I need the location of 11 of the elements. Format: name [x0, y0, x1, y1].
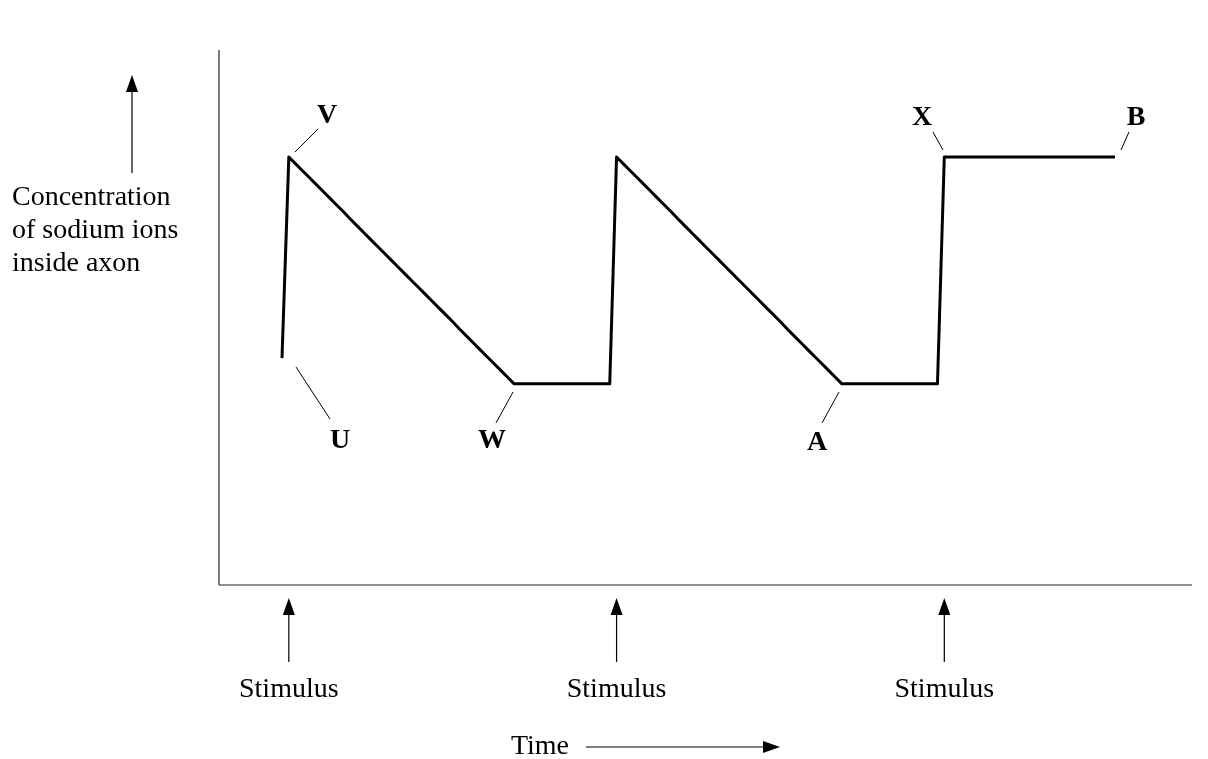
- annotation: A: [806, 425, 828, 456]
- x-tick-label: Stimulus: [566, 672, 667, 703]
- x-tick-label: Stimulus: [239, 672, 339, 703]
- text: X: [911, 100, 933, 131]
- text: B: [1126, 100, 1146, 131]
- annotation: U: [329, 423, 351, 454]
- text: V: [316, 98, 338, 129]
- y-axis-title: Concentration of sodium ions inside axon: [12, 180, 179, 277]
- x-axis-title: Time: [510, 729, 569, 759]
- annotation: W: [478, 423, 506, 454]
- x-tick-label: Stimulus: [894, 672, 995, 703]
